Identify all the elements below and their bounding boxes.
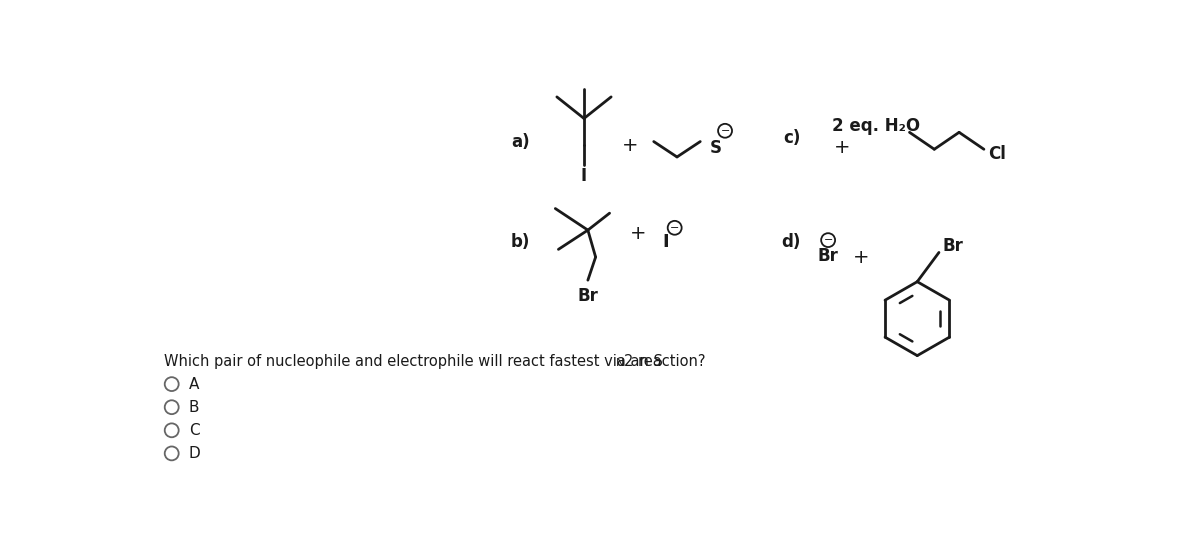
Text: I: I [662, 232, 668, 251]
Text: I: I [581, 167, 587, 185]
Text: Br: Br [817, 246, 839, 265]
Text: −: − [720, 126, 730, 136]
Text: 2 reaction?: 2 reaction? [624, 353, 706, 369]
Text: B: B [188, 400, 199, 415]
Text: +: + [853, 247, 870, 266]
Text: −: − [823, 235, 833, 245]
Text: N: N [616, 358, 624, 369]
Text: S: S [709, 139, 721, 157]
Text: Br: Br [577, 287, 599, 305]
Text: Br: Br [942, 237, 964, 255]
Text: Which pair of nucleophile and electrophile will react fastest via an S: Which pair of nucleophile and electrophi… [164, 353, 662, 369]
Text: 2 eq. H₂O: 2 eq. H₂O [832, 117, 920, 135]
Text: −: − [670, 223, 679, 233]
Text: +: + [630, 224, 647, 244]
Text: d): d) [781, 232, 802, 251]
Text: +: + [834, 138, 851, 157]
Text: c): c) [784, 129, 802, 147]
Text: b): b) [510, 232, 529, 251]
Text: +: + [623, 136, 638, 155]
Text: C: C [188, 423, 199, 438]
Text: A: A [188, 377, 199, 392]
Text: D: D [188, 446, 200, 461]
Text: a): a) [511, 132, 529, 151]
Text: Cl: Cl [988, 145, 1006, 163]
